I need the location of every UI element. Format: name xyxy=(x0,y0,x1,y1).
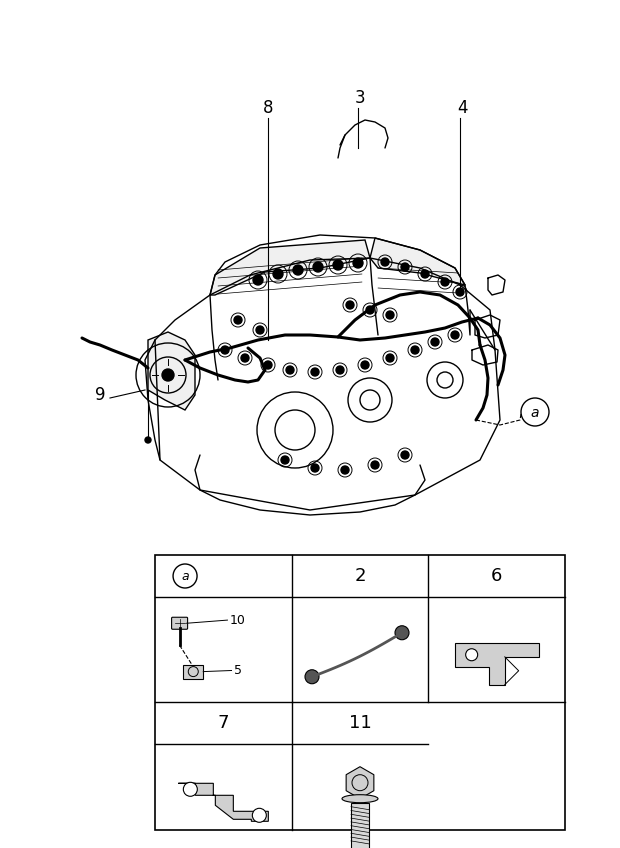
Circle shape xyxy=(184,783,197,796)
Text: 11: 11 xyxy=(348,714,371,732)
Circle shape xyxy=(273,269,283,279)
Polygon shape xyxy=(370,238,465,285)
Text: 4: 4 xyxy=(457,99,467,117)
Text: 8: 8 xyxy=(263,99,273,117)
Text: 7: 7 xyxy=(218,714,229,732)
Circle shape xyxy=(221,346,229,354)
Circle shape xyxy=(451,331,459,339)
Ellipse shape xyxy=(342,795,378,803)
Circle shape xyxy=(431,338,439,346)
Circle shape xyxy=(353,258,363,268)
Circle shape xyxy=(311,368,319,376)
Circle shape xyxy=(293,265,303,275)
Text: 3: 3 xyxy=(355,89,365,107)
Circle shape xyxy=(333,260,343,270)
Circle shape xyxy=(264,361,272,369)
Text: 10: 10 xyxy=(230,614,246,627)
Circle shape xyxy=(421,270,429,278)
Circle shape xyxy=(366,306,374,314)
Circle shape xyxy=(386,354,394,362)
Polygon shape xyxy=(346,767,374,799)
Circle shape xyxy=(286,366,294,374)
Circle shape xyxy=(252,808,267,823)
Circle shape xyxy=(381,258,389,266)
Polygon shape xyxy=(179,784,268,822)
Bar xyxy=(351,803,369,848)
Polygon shape xyxy=(210,240,370,295)
Circle shape xyxy=(341,466,349,474)
Text: a: a xyxy=(531,406,539,420)
Circle shape xyxy=(411,346,419,354)
Text: 6: 6 xyxy=(491,567,502,585)
Circle shape xyxy=(466,649,477,661)
Text: a: a xyxy=(181,571,189,583)
Text: 2: 2 xyxy=(354,567,366,585)
Circle shape xyxy=(313,262,323,272)
Circle shape xyxy=(311,464,319,472)
Circle shape xyxy=(256,326,264,334)
Circle shape xyxy=(281,456,289,464)
Circle shape xyxy=(386,311,394,319)
Circle shape xyxy=(361,361,369,369)
Circle shape xyxy=(371,461,379,469)
Circle shape xyxy=(346,301,354,309)
Circle shape xyxy=(441,278,449,286)
Circle shape xyxy=(162,369,174,381)
FancyBboxPatch shape xyxy=(172,617,188,629)
Circle shape xyxy=(253,275,263,285)
Circle shape xyxy=(401,263,409,271)
Circle shape xyxy=(234,316,242,324)
Polygon shape xyxy=(148,332,195,410)
Circle shape xyxy=(401,451,409,459)
Circle shape xyxy=(305,670,319,683)
Circle shape xyxy=(336,366,344,374)
Polygon shape xyxy=(454,643,539,684)
Bar xyxy=(155,555,565,830)
Circle shape xyxy=(395,626,409,639)
Text: 5: 5 xyxy=(234,664,242,677)
Circle shape xyxy=(456,288,464,296)
Circle shape xyxy=(241,354,249,362)
Text: 9: 9 xyxy=(95,386,105,404)
Bar xyxy=(184,665,203,678)
Circle shape xyxy=(145,437,151,443)
